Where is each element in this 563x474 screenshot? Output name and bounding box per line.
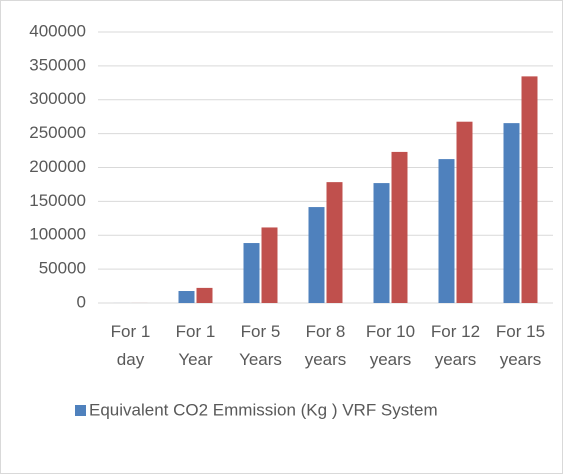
bar [261, 227, 278, 303]
x-tick-label: For 12 years [431, 322, 480, 369]
bar [196, 287, 213, 303]
x-tick-label: For 1 day [111, 322, 151, 369]
bar [308, 207, 325, 303]
x-tick-label: For 5 Years [239, 322, 282, 369]
legend-label: Equivalent CO2 Emmission (Kg ) VRF Syste… [89, 400, 438, 419]
y-tick-label: 50000 [39, 259, 86, 278]
bar [326, 182, 343, 303]
legend-swatch [75, 405, 86, 416]
bar [243, 243, 260, 303]
x-tick-label: For 15 years [496, 322, 545, 369]
bar [438, 159, 455, 303]
bar [521, 76, 538, 303]
y-tick-label: 100000 [29, 225, 86, 244]
y-tick-label: 200000 [29, 157, 86, 176]
bar [373, 183, 390, 303]
y-tick-label: 0 [77, 292, 86, 311]
y-tick-label: 300000 [29, 89, 86, 108]
bar [391, 151, 408, 303]
bar [503, 123, 520, 303]
bar [456, 121, 473, 304]
bar [178, 291, 195, 303]
y-tick-label: 350000 [29, 55, 86, 74]
y-tick-label: 250000 [29, 123, 86, 142]
x-tick-label: For 1 Year [176, 322, 216, 369]
x-tick-label: For 8 years [305, 322, 347, 369]
y-tick-label: 400000 [29, 21, 86, 40]
x-tick-label: For 10 years [366, 322, 415, 369]
y-tick-label: 150000 [29, 191, 86, 210]
